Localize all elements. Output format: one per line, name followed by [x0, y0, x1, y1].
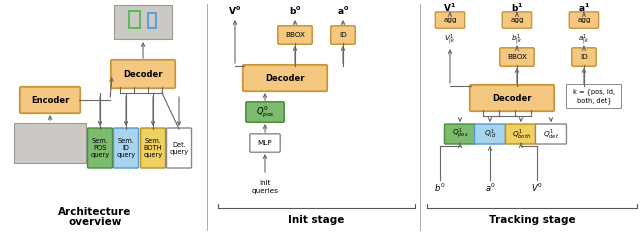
FancyBboxPatch shape — [444, 124, 476, 144]
Text: Decoder: Decoder — [265, 74, 305, 83]
Text: BBOX: BBOX — [507, 54, 527, 60]
Text: Architecture: Architecture — [58, 207, 132, 217]
Text: Decoder: Decoder — [124, 69, 163, 78]
Text: $a^1_{|k}$: $a^1_{|k}$ — [579, 33, 589, 47]
Text: Decoder: Decoder — [492, 93, 532, 103]
Text: $Q^0_{pos}$: $Q^0_{pos}$ — [255, 104, 275, 120]
Text: $\mathbf{a^1}$: $\mathbf{a^1}$ — [578, 2, 590, 14]
Text: $V^0$: $V^0$ — [531, 182, 543, 194]
Text: ID: ID — [339, 32, 347, 38]
Text: $b^0$: $b^0$ — [435, 182, 445, 194]
FancyBboxPatch shape — [141, 128, 166, 168]
Text: $Q^1_{det}$: $Q^1_{det}$ — [543, 127, 559, 141]
Text: Sem.
ID
query: Sem. ID query — [116, 138, 136, 158]
Text: $\mathbf{V^1}$: $\mathbf{V^1}$ — [444, 2, 456, 14]
Bar — [566, 84, 621, 108]
FancyBboxPatch shape — [572, 48, 596, 66]
Text: overview: overview — [68, 217, 122, 227]
Text: Sem.
POS
query: Sem. POS query — [90, 138, 109, 158]
Bar — [129, 11, 140, 28]
FancyBboxPatch shape — [20, 87, 80, 113]
FancyBboxPatch shape — [502, 12, 532, 28]
FancyBboxPatch shape — [88, 128, 113, 168]
Text: agg: agg — [443, 17, 457, 23]
Text: MLP: MLP — [258, 140, 273, 146]
FancyBboxPatch shape — [166, 128, 191, 168]
Text: Encoder: Encoder — [31, 96, 69, 105]
Bar — [114, 5, 172, 39]
FancyBboxPatch shape — [250, 134, 280, 152]
Text: $Q^1_{pos}$: $Q^1_{pos}$ — [452, 127, 468, 141]
Text: $\mathbf{b^1}$: $\mathbf{b^1}$ — [511, 2, 524, 14]
FancyBboxPatch shape — [474, 124, 506, 144]
Text: agg: agg — [577, 17, 591, 23]
Text: $b^1_{|k}$: $b^1_{|k}$ — [511, 33, 523, 47]
Text: BBOX: BBOX — [285, 32, 305, 38]
FancyBboxPatch shape — [435, 12, 465, 28]
FancyBboxPatch shape — [246, 102, 284, 122]
FancyBboxPatch shape — [569, 12, 598, 28]
Text: ID: ID — [580, 54, 588, 60]
Text: $\mathbf{a^0}$: $\mathbf{a^0}$ — [337, 5, 349, 17]
FancyBboxPatch shape — [506, 124, 536, 144]
Text: $\mathbf{V^0}$: $\mathbf{V^0}$ — [228, 5, 241, 17]
FancyBboxPatch shape — [500, 48, 534, 66]
Text: $\mathbf{b^0}$: $\mathbf{b^0}$ — [289, 5, 301, 17]
Text: agg: agg — [510, 17, 524, 23]
Text: both, det}: both, det} — [577, 98, 611, 104]
FancyBboxPatch shape — [331, 26, 355, 44]
Text: $Q^1_{id}$: $Q^1_{id}$ — [484, 127, 496, 141]
Text: $Q^1_{both}$: $Q^1_{both}$ — [511, 127, 531, 141]
Text: $a^0$: $a^0$ — [484, 182, 495, 194]
FancyBboxPatch shape — [278, 26, 312, 44]
Text: Init: Init — [259, 180, 271, 186]
Text: $V^1_{|k}$: $V^1_{|k}$ — [444, 33, 456, 47]
FancyBboxPatch shape — [470, 85, 554, 111]
Text: k = {pos, id,: k = {pos, id, — [573, 89, 615, 95]
Text: Sem.
BOTH
query: Sem. BOTH query — [143, 138, 163, 158]
FancyBboxPatch shape — [113, 128, 138, 168]
FancyBboxPatch shape — [536, 124, 566, 144]
Text: Tracking stage: Tracking stage — [489, 215, 575, 225]
Text: Det.
query: Det. query — [170, 142, 189, 154]
Text: Init stage: Init stage — [288, 215, 344, 225]
FancyBboxPatch shape — [243, 65, 327, 91]
Text: queries: queries — [252, 188, 278, 194]
Bar — [14, 123, 86, 163]
FancyBboxPatch shape — [111, 60, 175, 88]
Bar — [148, 13, 156, 28]
